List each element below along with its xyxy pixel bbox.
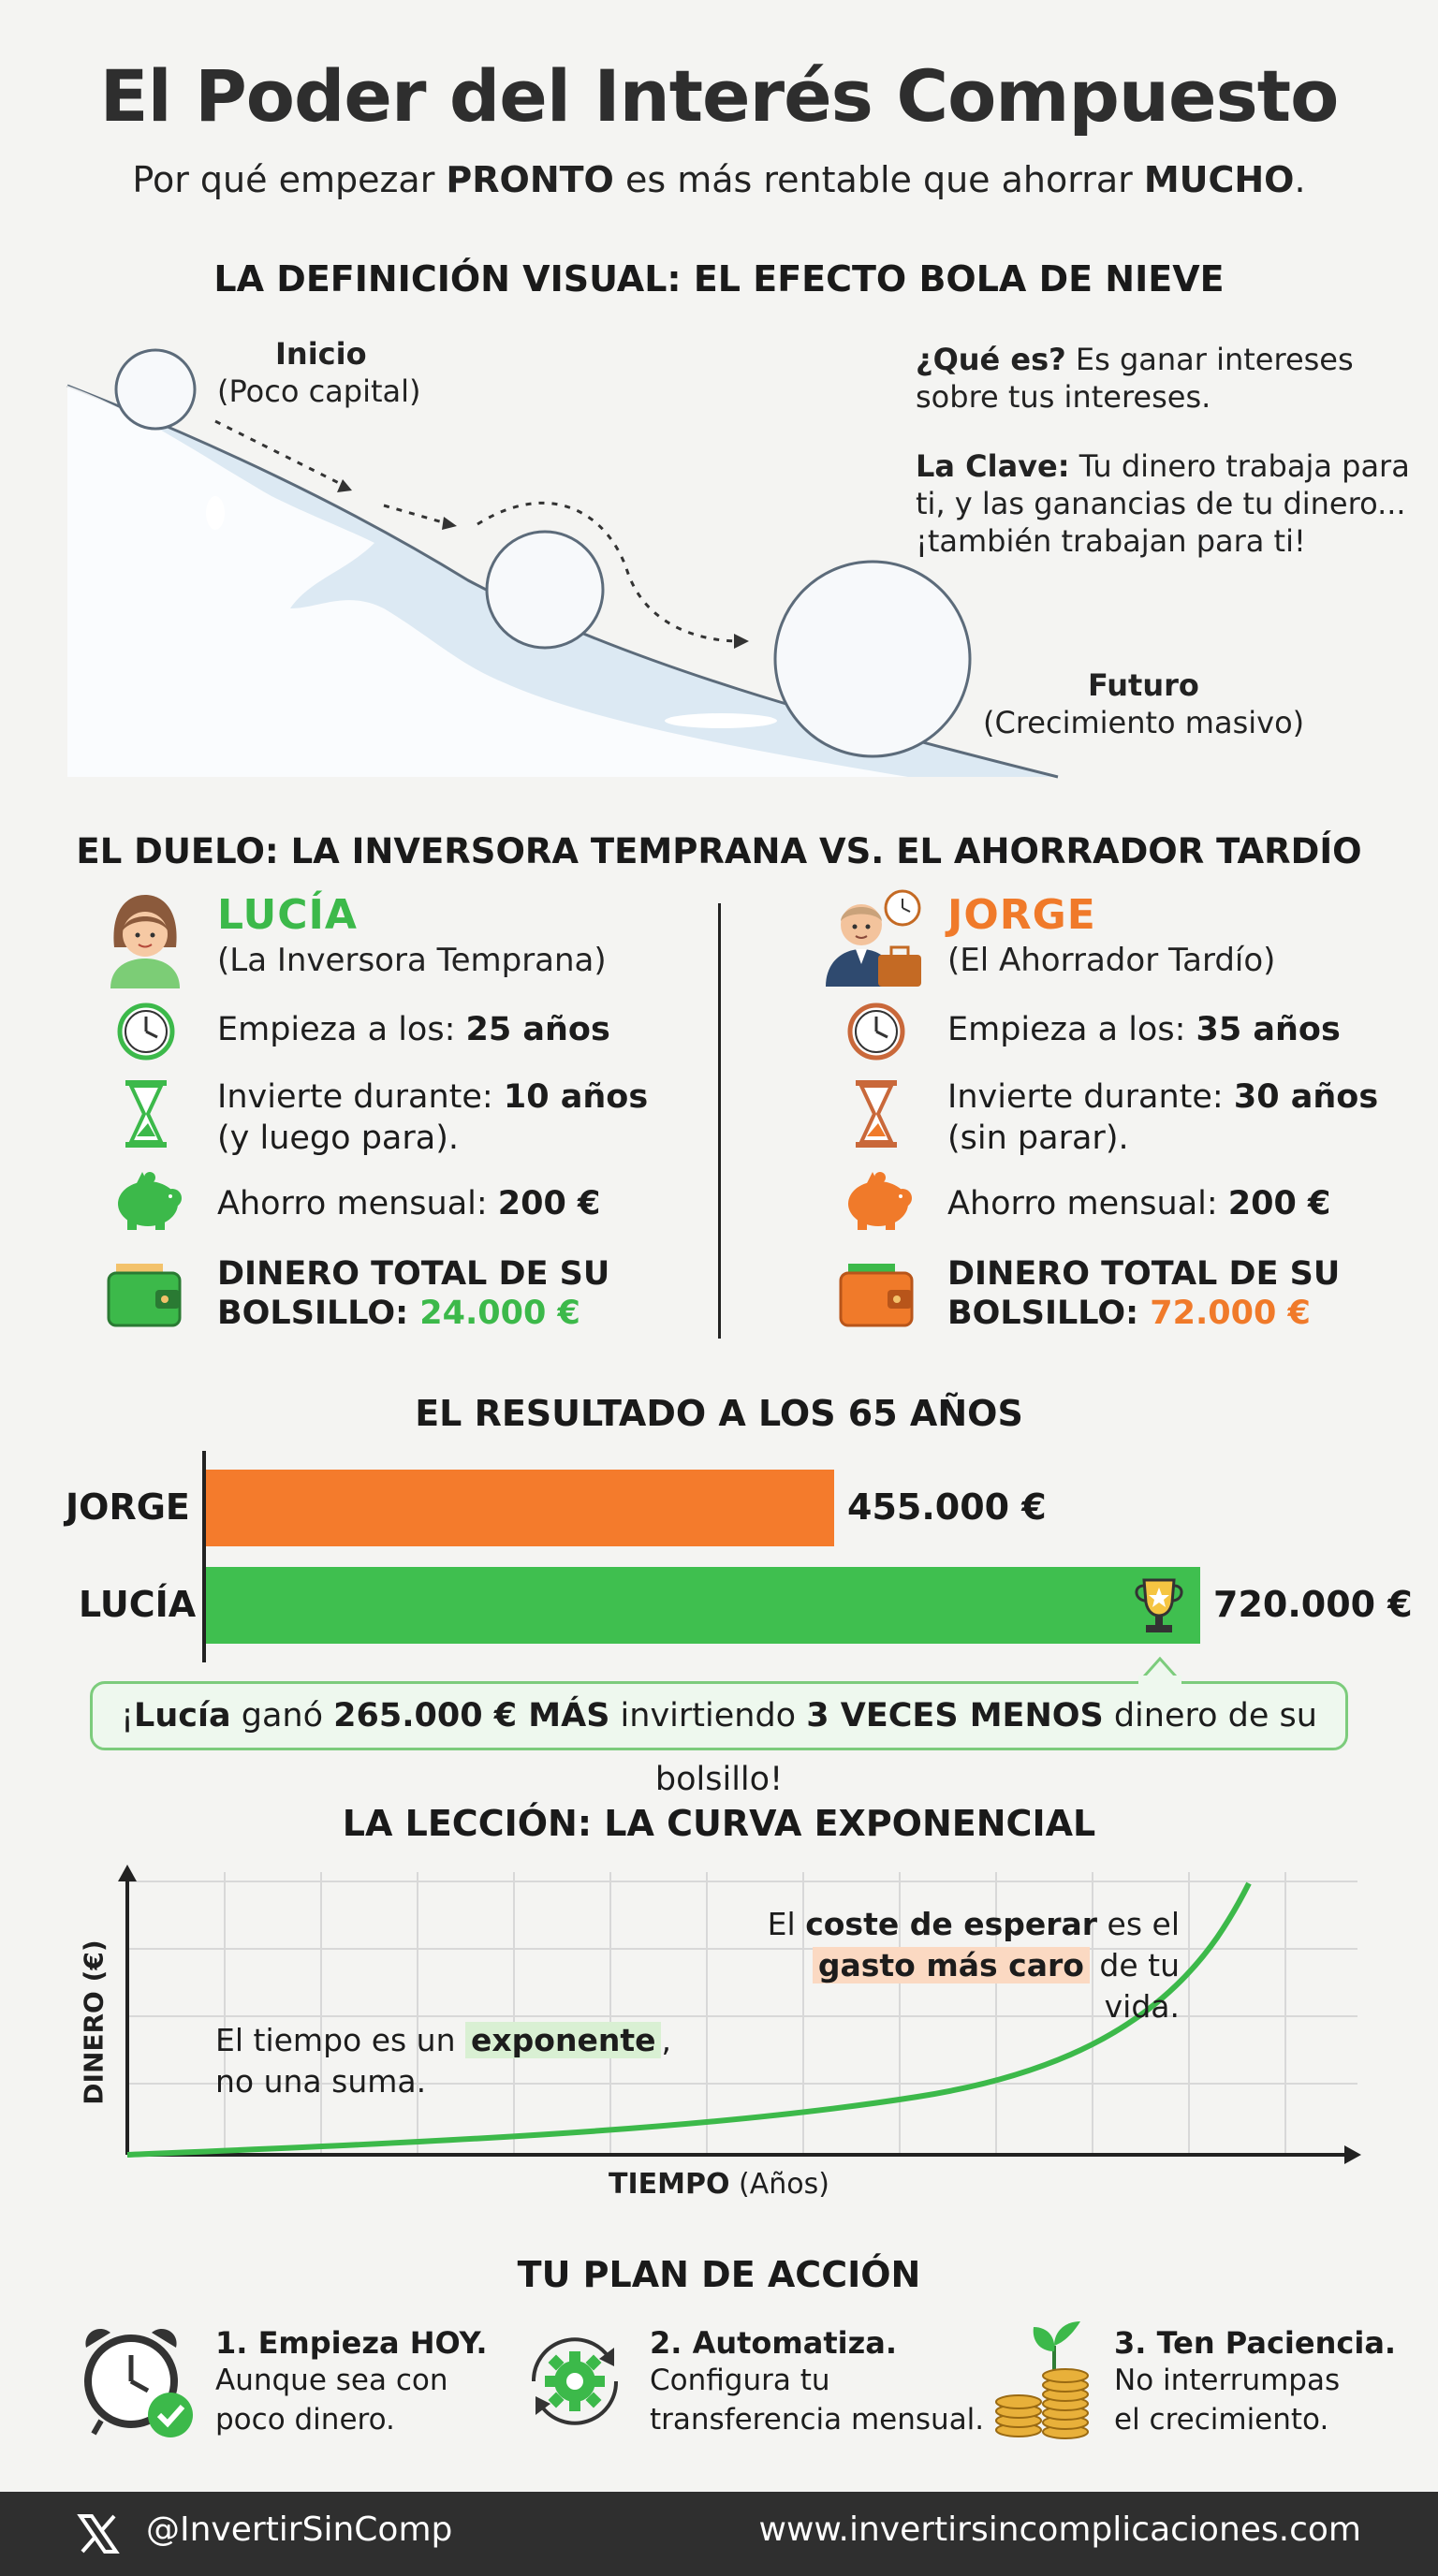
- lucia-avatar: [110, 895, 180, 988]
- footer-bar: [0, 2492, 1438, 2576]
- bar-label-jorge: JORGE: [66, 1486, 190, 1528]
- snowball-illustration: [66, 348, 1059, 779]
- bar-jorge: [206, 1470, 834, 1546]
- lucia-start: Empieza a los: 25 años: [217, 1011, 610, 1048]
- bar-value-jorge: 455.000 €: [847, 1486, 1047, 1528]
- bar-label-lucia: LUCÍA: [79, 1584, 197, 1625]
- callout-pointer-mask: [1138, 1676, 1181, 1685]
- definition-heading: LA DEFINICIÓN VISUAL: EL EFECTO BOLA DE …: [213, 258, 1225, 300]
- end-label: Futuro (Crecimiento masivo): [983, 667, 1305, 740]
- jorge-start: Empieza a los: 35 años: [947, 1011, 1341, 1048]
- bar-value-lucia: 720.000 €: [1213, 1584, 1413, 1625]
- bar-axis: [202, 1451, 206, 1662]
- lucia-duration: Invierte durante: 10 años (y luego para)…: [217, 1078, 649, 1157]
- result-heading: EL RESULTADO A LOS 65 AÑOS: [415, 1393, 1023, 1434]
- chart-note-exponent: El tiempo es un exponente, no una suma.: [215, 2022, 671, 2100]
- hourglass-icon: [125, 1080, 167, 1148]
- result-callout: ¡Lucía ganó 265.000 € MÁS invirtiendo 3 …: [90, 1681, 1348, 1798]
- plan-step-2: 2. Automatiza. Configura tu transferenci…: [650, 2325, 985, 2437]
- chart-note-cost: El coste de esperar es el gasto más caro…: [767, 1906, 1180, 2025]
- x-axis-label: TIEMPO (Años): [609, 2168, 829, 2201]
- page-title: El Poder del Interés Compuesto: [99, 54, 1340, 138]
- lesson-heading: LA LECCIÓN: LA CURVA EXPONENCIAL: [342, 1803, 1096, 1844]
- start-label: Inicio (Poco capital): [217, 336, 421, 409]
- duel-heading: EL DUELO: LA INVERSORA TEMPRANA VS. EL A…: [76, 831, 1362, 871]
- chart-grid: [127, 1872, 1357, 2155]
- lucia-name: LUCÍA: [217, 891, 358, 939]
- hourglass-icon: [856, 1080, 897, 1148]
- footer-handle-link[interactable]: @InvertirSinComp: [146, 2510, 453, 2549]
- bar-lucia: [206, 1567, 1200, 1644]
- x-logo-icon[interactable]: [77, 2512, 120, 2555]
- wallet-icon: [839, 1264, 914, 1327]
- plan-heading: TU PLAN DE ACCIÓN: [517, 2254, 921, 2295]
- definition-text: ¿Qué es? Es ganar intereses sobre tus in…: [916, 342, 1410, 559]
- jorge-role: (El Ahorrador Tardío): [947, 942, 1276, 979]
- piggy-bank-icon: [118, 1172, 182, 1230]
- lucia-monthly: Ahorro mensual: 200 €: [217, 1185, 601, 1222]
- alarm-clock-icon: [84, 2328, 193, 2437]
- wallet-icon: [107, 1264, 182, 1327]
- coin-plant-icon: [995, 2321, 1089, 2439]
- plan-step-3: 3. Ten Paciencia. No interrumpas el crec…: [1114, 2325, 1397, 2437]
- y-axis-label: DINERO (€): [78, 1939, 110, 2105]
- jorge-monthly: Ahorro mensual: 200 €: [947, 1185, 1331, 1222]
- exponential-curve: [126, 1881, 1252, 2158]
- lucia-total: DINERO TOTAL DE SU BOLSILLO: 24.000 €: [217, 1255, 610, 1332]
- clock-icon: [117, 1003, 175, 1061]
- clock-icon: [847, 1003, 905, 1061]
- lucia-role: (La Inversora Temprana): [217, 942, 607, 979]
- jorge-avatar: [826, 889, 921, 987]
- duel-divider: [718, 903, 721, 1339]
- jorge-total: DINERO TOTAL DE SU BOLSILLO: 72.000 €: [947, 1255, 1341, 1332]
- jorge-duration: Invierte durante: 30 años (sin parar).: [947, 1078, 1379, 1157]
- page-subtitle: Por qué empezar PRONTO es más rentable q…: [132, 159, 1306, 200]
- medium-snowball-icon: [485, 530, 605, 650]
- plan-step-1: 1. Empieza HOY. Aunque sea con poco dine…: [215, 2325, 488, 2437]
- piggy-bank-icon: [848, 1172, 912, 1230]
- small-snowball-icon: [114, 348, 197, 431]
- jorge-name: JORGE: [947, 891, 1096, 939]
- exponential-curve-chart: [118, 1865, 1361, 2164]
- gear-cycle-icon: [531, 2337, 619, 2425]
- footer-website-link[interactable]: www.invertirsincomplicaciones.com: [758, 2510, 1362, 2549]
- large-snowball-icon: [773, 560, 972, 758]
- trophy-icon: [1135, 1578, 1183, 1632]
